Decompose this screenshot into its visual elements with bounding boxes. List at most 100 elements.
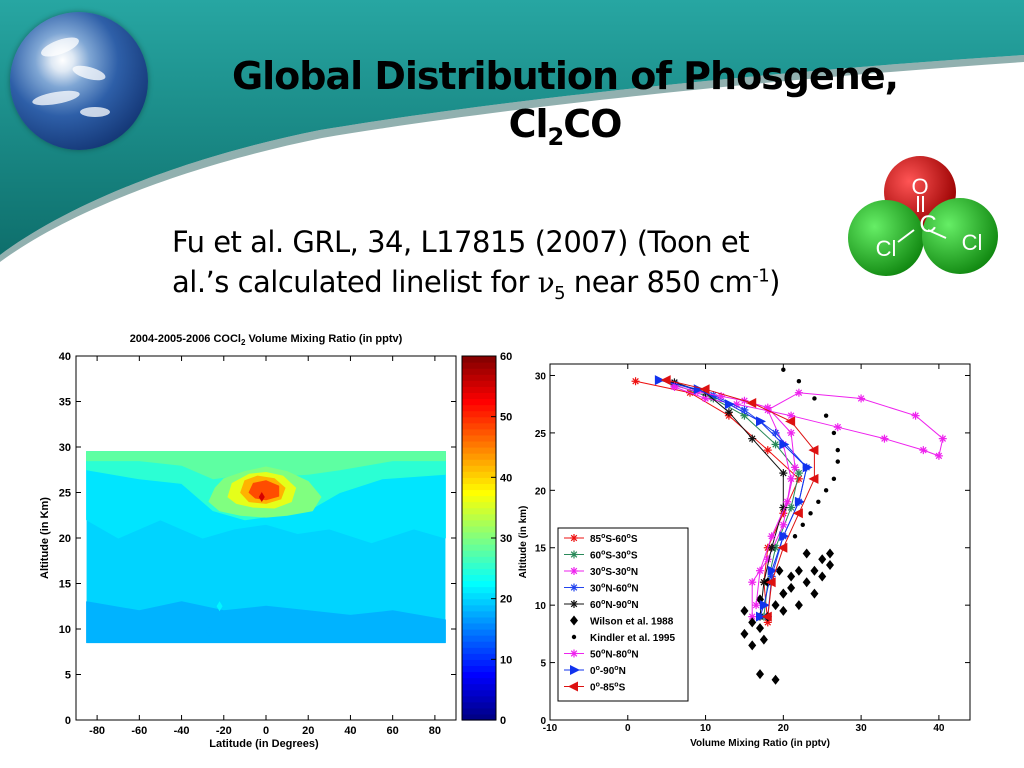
legend-marker [568,681,578,692]
legend-label: 30oN-60oN [590,583,639,595]
series-point [800,522,805,527]
y-tick-label: 35 [59,397,71,409]
series-point [724,399,735,410]
y-tick-label: 20 [535,486,547,497]
series-point [748,435,756,442]
series-point [768,544,775,551]
y-tick-label: 40 [59,351,71,363]
legend-label-part: -90 [600,666,615,677]
series-point [810,588,819,599]
colorbar-tick-label: 30 [500,533,512,545]
x-tick-label: -80 [89,725,105,737]
legend-label-part: o [627,649,631,656]
legend-marker [570,551,578,558]
legend-label-part: 85 [590,534,602,545]
colorbar-segment [462,531,496,539]
x-tick-label: 80 [429,725,441,737]
series-6 [781,367,840,539]
colorbar-segment [462,525,496,533]
colorbar-segment [462,380,496,387]
series-point [777,542,788,553]
legend-label-part: o [614,665,618,672]
y-tick-label: 30 [59,442,71,454]
nu-subscript: 5 [554,282,566,304]
colorbar-segment [462,695,496,703]
y-tick-label: 10 [59,624,71,636]
title-cl: Cl [508,102,549,146]
legend-label-part: 30 [590,567,602,578]
series-point [759,634,768,645]
colorbar-segment [462,701,496,709]
contour-spot-2 [290,593,297,604]
series-point [765,577,776,588]
colorbar-tick-label: 0 [500,715,506,727]
series-point [746,398,757,409]
series-point [785,416,796,427]
colorbar-segment [462,677,496,685]
colorbar-segment [462,707,496,715]
citation-part-b: near 850 cm [565,265,753,299]
series-point [748,640,757,651]
colorbar-tick-label: 50 [500,412,512,424]
colorbar-segment [462,556,496,563]
legend-label-part: S-30 [605,567,627,578]
colorbar-segment [462,665,496,673]
legend-label-part: o [614,682,618,689]
y-tick-label: 30 [535,371,547,382]
colorbar-tick-label: 60 [500,351,512,363]
colorbar-segment [462,368,496,375]
colorbar-segment [462,477,496,484]
series-point [808,445,819,456]
contour-plot-area: -80 -60 -40 -20 0 20 40 60 80 0 5 10 15 20 25 30 35 40 [59,351,457,737]
legend-marker [570,534,578,542]
legend-label-part: N-80 [605,650,627,661]
citation-part-a: al.’s calculated linelist for [172,265,538,299]
colorbar-segment [462,404,496,412]
y-tick-label: 5 [540,659,546,670]
colorbar-segment [462,610,496,618]
legend-label-part: N [619,666,626,677]
series-point [756,416,766,427]
series-point [835,447,840,453]
series-point [768,533,775,540]
x-tick-label: -10 [543,723,558,734]
oxygen-label: O [911,174,928,199]
colorbar-segment [462,598,496,606]
series-point [792,534,798,539]
colorbar-segment [462,641,496,648]
series-point [779,605,788,616]
series-point [752,601,760,609]
colorbar-segment [462,489,496,497]
x-tick-label: 40 [933,723,945,734]
legend-label-part: o [601,599,605,606]
series-point [802,548,811,559]
legend-label-part: N [631,650,638,661]
colorbar-segment [462,519,496,527]
series-point [831,430,837,436]
colorbar-segment [462,440,496,448]
legend-label: 60oN-90oN [590,599,639,611]
citation-line2: al.’s calculated linelist for ν5 near 85… [172,262,852,303]
colorbar-segment [462,604,496,612]
series-point [794,496,805,507]
series-point [818,571,827,582]
colorbar-segment [462,392,496,400]
legend-label-part: o [596,682,600,689]
series-point [787,571,796,582]
colorbar-segment [462,398,496,406]
series-point [632,377,639,385]
earth-globe-icon [10,12,148,150]
x-tick-label: -60 [131,725,147,737]
legend-label-part: o [601,533,605,540]
series-point [808,473,819,484]
contour-ylabel: Altitude (in Km) [39,497,51,579]
series-point [939,435,947,442]
series-point [795,389,803,396]
colorbar-segment [462,622,496,630]
citation-part-c: ) [769,265,780,299]
legend-marker [570,567,578,575]
colorbar-segment [462,683,496,691]
series-point [826,559,834,570]
legend-label-part: S-30 [605,551,627,562]
